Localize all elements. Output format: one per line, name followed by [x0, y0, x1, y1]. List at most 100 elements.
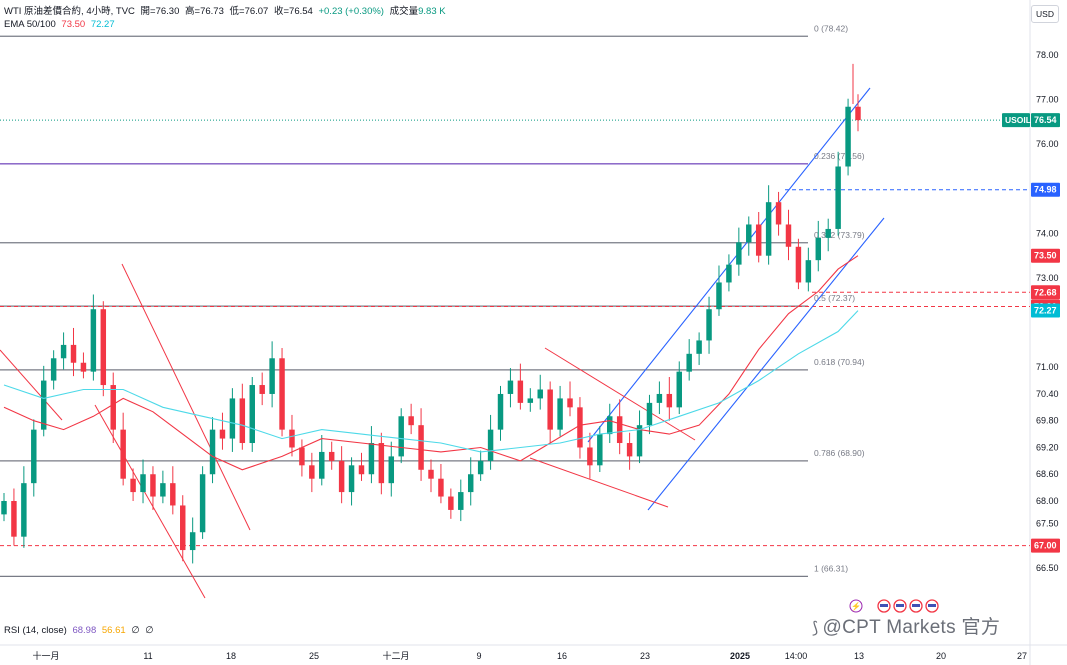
- candle-body-62: [616, 416, 623, 444]
- candle-body-32: [319, 451, 325, 479]
- candle-body-74: [736, 242, 742, 265]
- high-value: =76.73: [194, 6, 224, 17]
- y-tick-11: 67.50: [1036, 518, 1059, 528]
- price-badge-6: [1031, 538, 1060, 553]
- rsi-value: 68.98: [72, 625, 97, 636]
- candle-body-13: [130, 478, 136, 493]
- candle-body-50: [497, 393, 504, 430]
- change-value: +0.23 (+0.30%): [318, 6, 384, 17]
- x-tick-8: 2025: [730, 651, 750, 661]
- ema-legend[interactable]: EMA 50/100 73.50 72.27: [4, 19, 118, 30]
- fib-label-0: 0 (78.42): [814, 23, 848, 33]
- candle-body-10: [100, 309, 107, 386]
- candle-body-79: [785, 224, 792, 247]
- close-value: =76.54: [283, 6, 313, 17]
- candle-body-25: [249, 385, 255, 444]
- candle-body-27: [269, 358, 275, 394]
- candle-body-66: [656, 393, 663, 403]
- y-tick-9: 68.60: [1036, 469, 1059, 479]
- falling-wedge-upper-line: [544, 347, 696, 441]
- candle-body-55: [547, 389, 553, 430]
- low-value: =76.07: [239, 6, 269, 17]
- price-badge-2: [1031, 248, 1060, 263]
- flag-stripe-2: [912, 604, 920, 607]
- x-tick-9: 14:00: [785, 651, 808, 661]
- symbol-title[interactable]: WTI 原油差價合約, 4小時, TVC: [4, 6, 135, 17]
- candle-body-48: [477, 460, 484, 475]
- volume-value: 9.83 K: [418, 6, 446, 17]
- ema50-value: 73.50: [61, 19, 86, 30]
- candle-body-52: [517, 380, 524, 403]
- candle-body-16: [160, 483, 166, 497]
- currency-button[interactable]: USD: [1031, 5, 1059, 23]
- fib-label-4: 0.618 (70.94): [814, 357, 865, 367]
- x-tick-12: 27: [1017, 651, 1027, 661]
- candle-body-68: [676, 371, 682, 408]
- candle-body-53: [527, 398, 534, 403]
- candle-body-4: [40, 380, 47, 430]
- candle-body-47: [467, 474, 474, 493]
- x-tick-7: 23: [640, 651, 650, 661]
- x-tick-11: 20: [936, 651, 946, 661]
- wedge-left-line: [0, 349, 63, 421]
- candle-body-49: [487, 429, 494, 461]
- price-badge-text-6: 67.00: [1034, 541, 1057, 551]
- x-tick-4: 十二月: [382, 650, 409, 661]
- candle-body-20: [199, 474, 206, 533]
- high-label: 高: [185, 6, 195, 17]
- candle-body-39: [388, 456, 395, 484]
- price-badge-3: [1031, 285, 1060, 300]
- rsi-extra1: ∅: [131, 625, 140, 636]
- candle-body-1: [11, 501, 17, 537]
- symbol-badge-text: USOIL: [1005, 115, 1031, 125]
- rsi-legend[interactable]: RSI (14, close) 68.98 56.61 ∅ ∅: [4, 625, 157, 636]
- ema100-value: 72.27: [90, 19, 115, 30]
- fib-label-2: 0.382 (73.79): [814, 230, 865, 240]
- fib-label-5: 0.786 (68.90): [814, 448, 865, 458]
- price-badge-text-2: 73.50: [1034, 251, 1057, 261]
- y-tick-7: 69.80: [1036, 416, 1059, 426]
- candle-body-45: [448, 496, 454, 510]
- x-tick-1: 11: [143, 651, 152, 661]
- candle-body-73: [726, 264, 732, 283]
- candle-body-72: [716, 282, 722, 310]
- candle-body-54: [537, 389, 543, 399]
- rsi-ma-value: 56.61: [101, 625, 126, 636]
- watermark: ⟆ @CPT Markets 官方: [812, 612, 1000, 639]
- price-badge-text-3: 72.68: [1034, 287, 1057, 297]
- candle-body-37: [368, 443, 375, 475]
- candle-body-30: [299, 447, 305, 466]
- symbol-badge: [1002, 113, 1030, 128]
- candle-body-63: [626, 443, 633, 457]
- candle-body-36: [358, 465, 365, 475]
- candle-body-3: [31, 429, 37, 484]
- price-badge-1: [1031, 182, 1060, 197]
- candle-body-60: [597, 434, 603, 466]
- ema100-line: [3, 310, 859, 453]
- flag-stripe-1: [896, 604, 904, 607]
- y-tick-0: 78.00: [1036, 50, 1059, 60]
- channel-lower-line: [647, 217, 885, 511]
- candle-body-33: [328, 451, 335, 461]
- candle-body-19: [189, 532, 196, 551]
- candle-body-43: [428, 469, 434, 479]
- candle-body-8: [80, 362, 87, 372]
- candle-body-34: [338, 460, 345, 493]
- x-tick-0: 十一月: [32, 650, 59, 661]
- candle-body-80: [795, 246, 802, 283]
- candle-body-6: [60, 344, 67, 359]
- ohlc-legend: WTI 原油差價合約, 4小時, TVC 開=76.30 高=76.73 低=7…: [4, 3, 449, 17]
- candle-body-85: [845, 106, 851, 167]
- candle-body-75: [746, 224, 752, 243]
- candle-body-57: [567, 398, 573, 408]
- y-tick-6: 70.40: [1036, 389, 1059, 399]
- candle-body-40: [398, 416, 404, 457]
- flag-stripe-3: [928, 604, 936, 607]
- candle-body-14: [140, 474, 146, 493]
- candle-body-15: [150, 474, 156, 497]
- x-tick-3: 25: [309, 651, 319, 661]
- candle-body-84: [835, 166, 841, 229]
- y-tick-8: 69.20: [1036, 442, 1059, 452]
- candle-body-38: [378, 443, 385, 484]
